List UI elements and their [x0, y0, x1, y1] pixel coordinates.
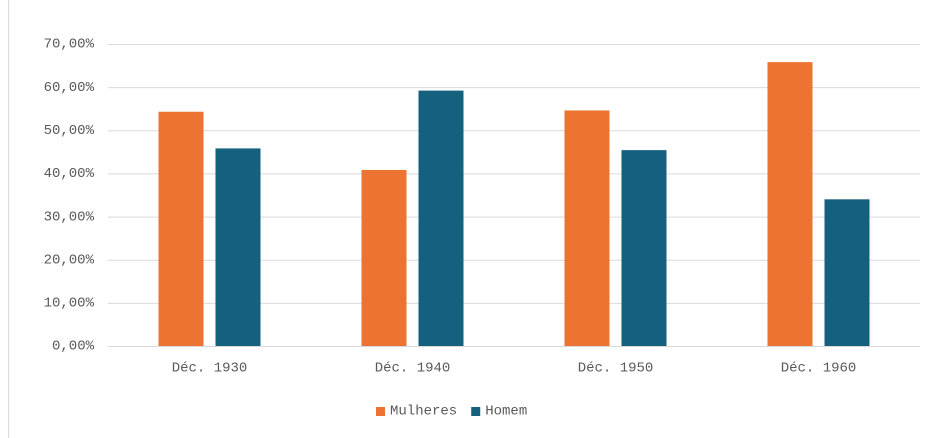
x-tick-label: Déc. 1950	[578, 361, 654, 377]
y-tick-label: 60,00%	[44, 80, 95, 96]
legend-swatch	[471, 407, 481, 416]
y-tick-label: 40,00%	[44, 166, 95, 182]
bar	[361, 169, 407, 346]
y-tick-label: 50,00%	[44, 123, 95, 139]
legend-label: Mulheres	[390, 404, 457, 420]
y-tick-label: 0,00%	[52, 339, 95, 355]
y-tick-label: 20,00%	[44, 252, 95, 268]
legend-swatch	[376, 407, 385, 416]
legend-label: Homem	[485, 404, 527, 420]
y-tick-label: 70,00%	[44, 37, 95, 53]
bar	[215, 148, 261, 346]
y-tick-label: 30,00%	[44, 209, 95, 225]
bar	[824, 199, 870, 346]
bar	[158, 111, 204, 346]
bar	[418, 90, 464, 346]
bar	[621, 150, 667, 346]
x-tick-label: Déc. 1930	[172, 361, 248, 377]
bar	[767, 62, 813, 347]
y-tick-label: 10,00%	[44, 296, 95, 312]
x-tick-label: Déc. 1960	[781, 361, 857, 377]
x-tick-label: Déc. 1940	[375, 361, 451, 377]
bar	[564, 110, 610, 346]
